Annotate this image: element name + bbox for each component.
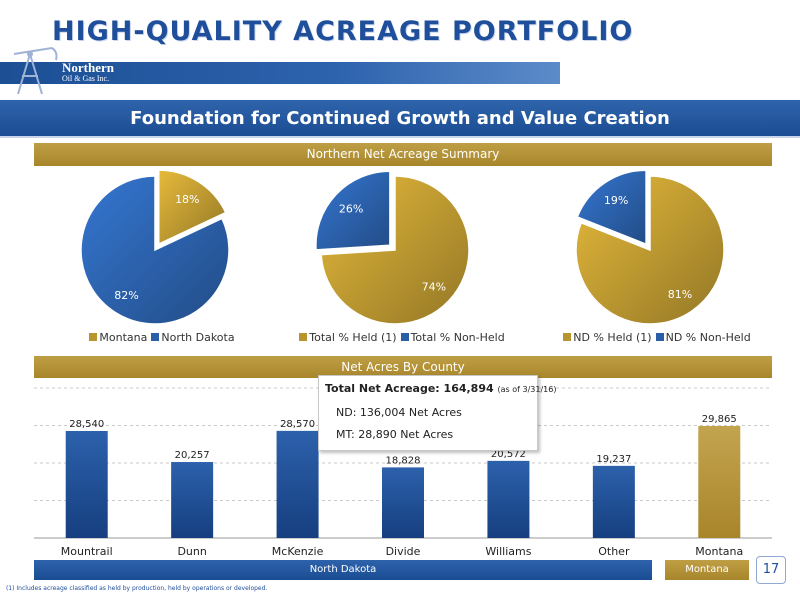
pie-slice-north-dakota	[80, 175, 230, 325]
bar-mckenzie	[276, 430, 319, 538]
company-logo	[13, 47, 58, 95]
legend-label: ND % Non-Held	[665, 331, 751, 344]
bar-category-label: Montana	[695, 545, 743, 558]
total-acreage-callout: Total Net Acreage: 164,894 (as of 3/31/1…	[318, 375, 556, 451]
bar-category-label: Divide	[386, 545, 421, 558]
pie-chart-total-held: 74% 26% Total % Held (1) Total % Non-Held	[280, 166, 520, 344]
group-bar-north-dakota: North Dakota	[34, 560, 652, 580]
bar-value-label: 19,237	[596, 454, 631, 465]
pie-slice-label: 18%	[175, 193, 199, 206]
county-bar-chart: 28,540 Mountrail 20,257 Dunn 28,570 McKenzie 1…	[34, 378, 772, 560]
legend-swatch	[89, 333, 98, 341]
callout-mt: MT: 28,890 Net Acres	[336, 428, 454, 441]
bar-category-label: McKenzie	[272, 545, 324, 558]
legend-label: Montana	[99, 331, 148, 344]
legend-label: ND % Held (1)	[573, 331, 652, 344]
legend-swatch	[151, 333, 160, 341]
legend-label: Total % Non-Held	[410, 331, 505, 344]
bar-value-label: 28,570	[280, 419, 315, 430]
pie-slice-total-non-held	[315, 170, 391, 251]
logo-name: Northern	[62, 60, 114, 75]
pie-slice-label: 19%	[604, 194, 628, 207]
page-title: HIGH-QUALITY ACREAGE PORTFOLIO	[52, 16, 634, 47]
pie-slice-label: 74%	[422, 280, 446, 293]
bar-montana	[698, 426, 741, 538]
bar-chart-svg: 28,540 Mountrail 20,257 Dunn 28,570 McKenzie 1…	[34, 387, 772, 558]
bar-value-label: 29,865	[702, 414, 737, 425]
bar-value-label: 28,540	[69, 419, 104, 430]
bar-category-label: Williams	[485, 545, 531, 558]
legend-swatch	[299, 333, 308, 341]
bar-category-label: Other	[598, 545, 630, 558]
bar-category-label: Mountrail	[61, 545, 113, 558]
pie-slice-label: 82%	[114, 289, 138, 302]
bar-value-label: 20,257	[175, 450, 210, 461]
bar-value-label: 20,572	[491, 449, 526, 460]
bar-dunn	[171, 462, 214, 538]
callout-nd: ND: 136,004 Net Acres	[336, 406, 462, 419]
pie-legend: Total % Held (1) Total % Non-Held	[280, 331, 520, 344]
callout-total: Total Net Acreage: 164,894 (as of 3/31/1…	[325, 382, 557, 395]
logo-bar	[0, 62, 560, 84]
pie-legend: Montana North Dakota	[40, 331, 280, 344]
legend-label: Total % Held (1)	[309, 331, 397, 344]
subtitle-banner: Foundation for Continued Growth and Valu…	[0, 100, 800, 138]
pie-slice-label: 81%	[668, 288, 692, 301]
bar-mountrail	[65, 430, 108, 538]
subtitle-text: Foundation for Continued Growth and Valu…	[130, 108, 670, 129]
bar-other	[592, 465, 635, 538]
summary-header: Northern Net Acreage Summary	[34, 143, 772, 166]
pie-svg: 18% 82%	[80, 169, 230, 325]
pie-svg: 74% 26%	[315, 170, 470, 325]
pie-slice-montana	[158, 169, 227, 246]
logo-subtitle: Oil & Gas Inc.	[62, 74, 110, 83]
county-header: Net Acres By County	[34, 356, 772, 378]
bar-divide	[382, 467, 424, 538]
bar-value-label: 18,828	[386, 455, 421, 466]
bar-williams	[487, 460, 530, 538]
bar-category-label: Dunn	[177, 545, 206, 558]
legend-swatch	[563, 333, 572, 341]
pie-slice-label: 26%	[339, 203, 363, 216]
pie-chart-nd-held: 81% 19% ND % Held (1) ND % Non-Held	[535, 166, 775, 344]
group-bar-montana: Montana	[665, 560, 749, 580]
pie-slice-nd-non-held	[576, 169, 647, 246]
pie-chart-state-split: 18% 82% Montana North Dakota	[40, 166, 280, 344]
footnote: (1) Includes acreage classified as held …	[6, 585, 268, 592]
legend-swatch	[655, 333, 664, 341]
pie-svg: 81% 19%	[575, 169, 725, 325]
legend-label: North Dakota	[161, 331, 235, 344]
page-number: 17	[756, 556, 786, 584]
pie-slice-nd-held-1	[575, 175, 725, 325]
pie-slice-total-held-1	[320, 175, 470, 325]
legend-swatch	[400, 333, 409, 341]
pie-legend: ND % Held (1) ND % Non-Held	[535, 331, 775, 344]
